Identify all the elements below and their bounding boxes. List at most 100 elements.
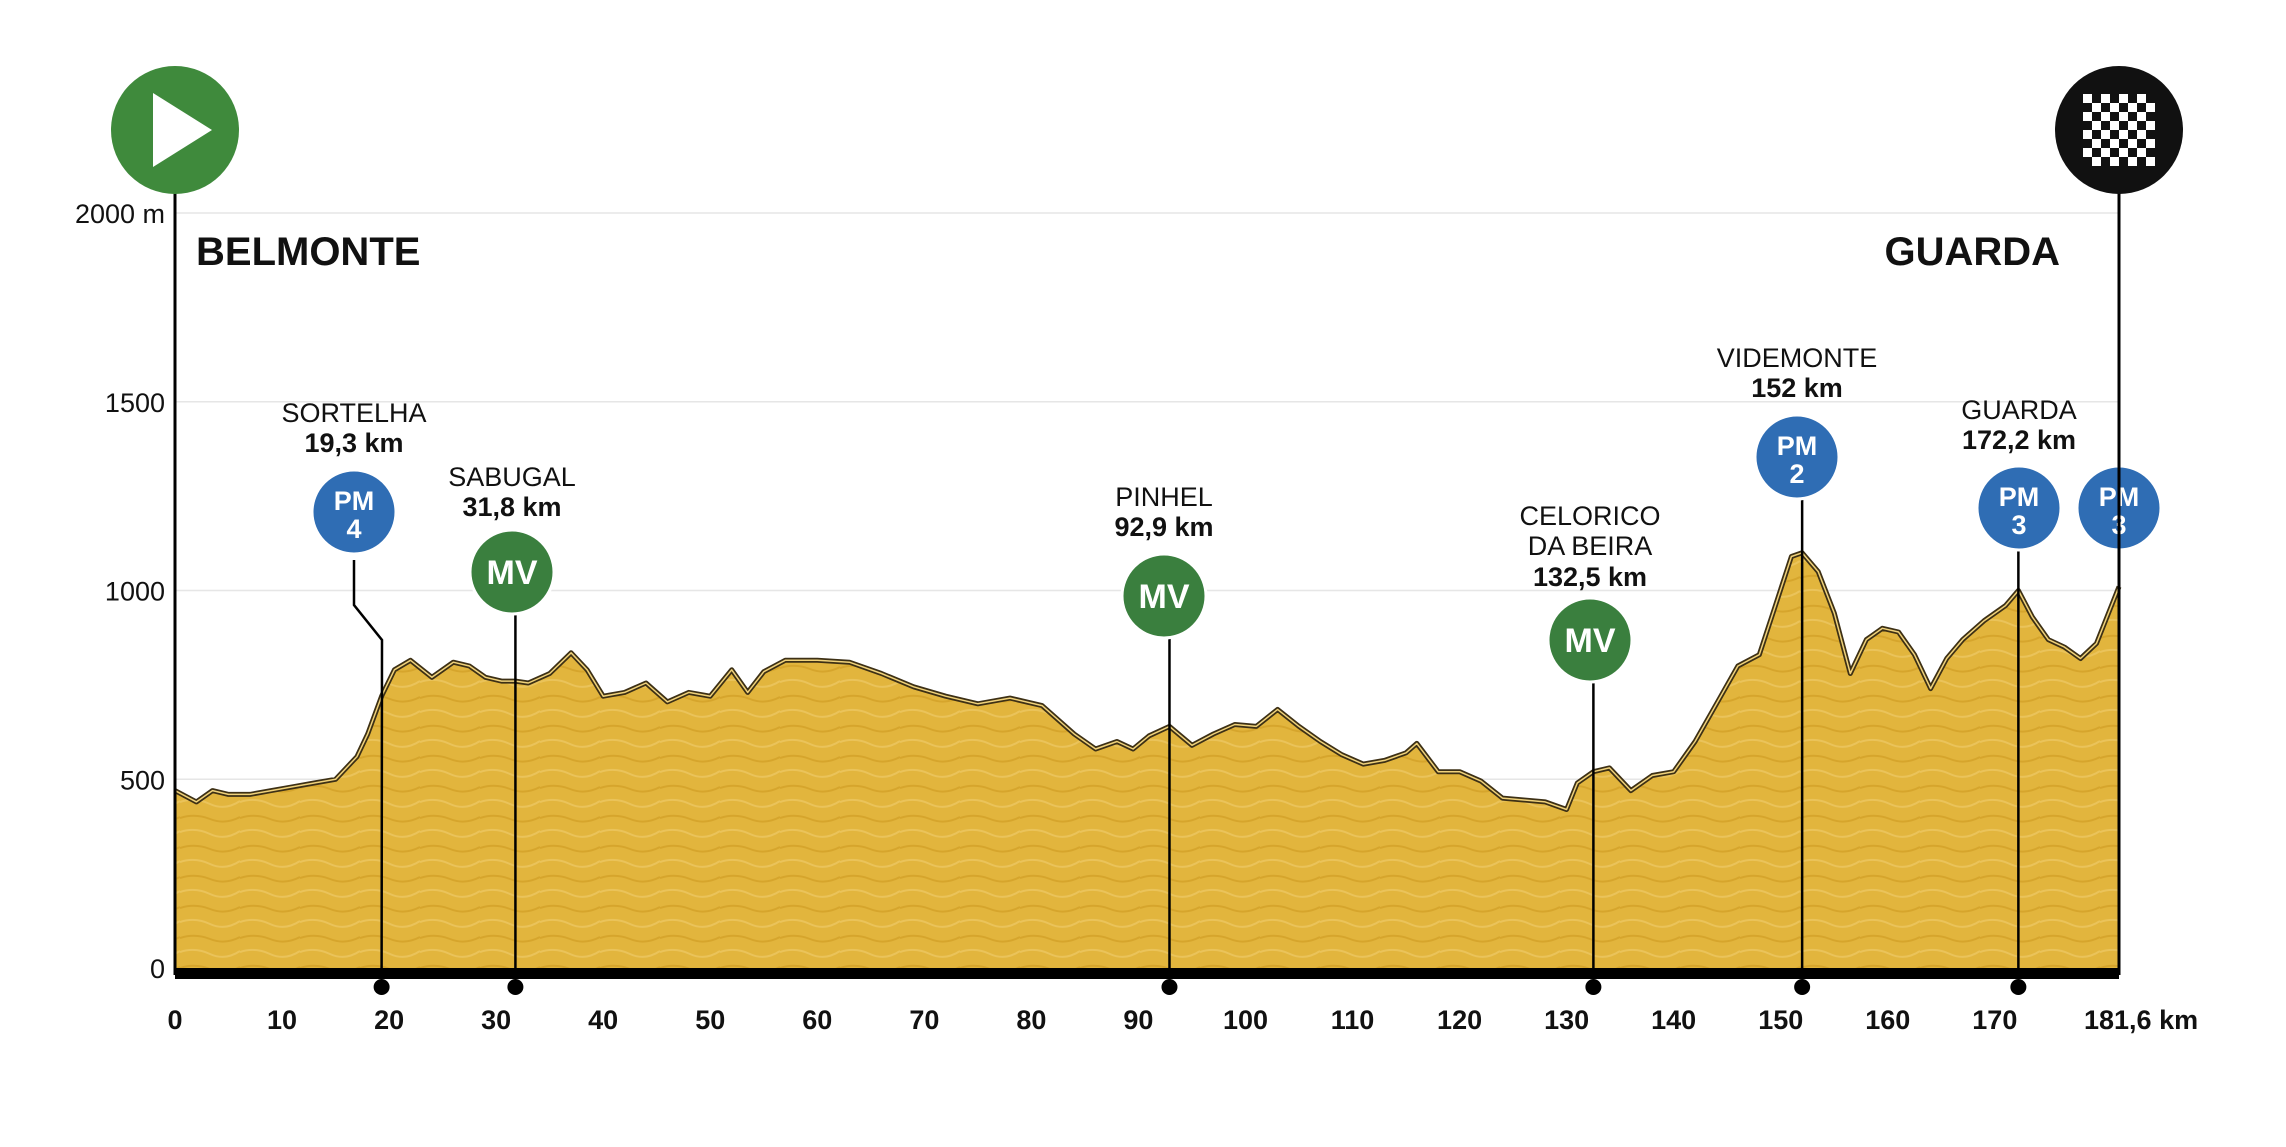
x-tick-label: 20 [374,1005,404,1035]
checker-square [2137,94,2146,103]
checker-square [2119,121,2128,130]
checker-square [2092,139,2101,148]
checker-square [2110,139,2119,148]
checkpoint-name: CELORICO [1519,501,1660,531]
x-tick-label: 80 [1016,1005,1046,1035]
checkpoint-axis-dot [1794,979,1811,995]
checker-square [2119,139,2128,148]
badge-category-label: 3 [2011,510,2026,540]
checker-square [2146,112,2155,121]
x-tick-label: 40 [588,1005,618,1035]
checker-square [2101,157,2110,166]
checker-square [2101,94,2110,103]
checkpoint-badge-mv [1546,596,1634,684]
y-axis-ticks: 0 500 1000 1500 2000 m [75,199,165,984]
x-tick-label: 100 [1223,1005,1268,1035]
checkpoint-axis-dot [507,979,524,995]
checkpoint-axis-dot [373,979,390,995]
checker-square [2128,157,2137,166]
checker-square [2092,148,2101,157]
x-tick-label: 140 [1651,1005,1696,1035]
checker-square [2128,139,2137,148]
checker-square [2110,94,2119,103]
finish-city-label: GUARDA [1884,230,2060,274]
checker-square [2092,103,2101,112]
x-axis-ticks: 0 10 20 30 40 50 60 70 80 90 100 110 120 130 140 150 160… [167,1005,2198,1035]
checkpoint-name: PINHEL [1115,482,1213,512]
elevation-area [173,550,2122,968]
checker-square [2083,121,2092,130]
checker-square [2101,103,2110,112]
checker-square [2119,157,2128,166]
badge-category-label: 2 [1789,459,1804,489]
checkpoint-km: 31,8 km [462,492,561,522]
checkpoint-badge-pm [1753,413,1841,501]
checker-square [2092,130,2101,139]
checkpoint-name: GUARDA [1961,395,2077,425]
finish-marker [2055,66,2183,975]
axes [175,968,2119,979]
elevation-fill [175,552,2119,968]
checker-square [2110,112,2119,121]
checker-square [2110,130,2119,139]
checker-square [2110,148,2119,157]
checkpoint-badge-pm [1975,464,2063,552]
checker-square [2083,94,2092,103]
checkpoint-badge-mv [1120,552,1208,640]
y-tick-label: 1000 [105,577,165,607]
y-tick-label: 1500 [105,388,165,418]
badge-type-label: MV [1139,578,1190,616]
checker-square [2092,121,2101,130]
badge-type-label: PM [1777,431,1818,461]
checkpoint-badge-mv [468,528,556,616]
checker-square [2101,112,2110,121]
x-tick-label: 30 [481,1005,511,1035]
checkpoint-axis-dot [1585,979,1602,995]
x-tick-label: 50 [695,1005,725,1035]
checker-square [2137,130,2146,139]
checker-square [2101,139,2110,148]
checker-square [2101,148,2110,157]
checkpoint-name: SORTELHA [281,398,426,428]
checker-square [2101,121,2110,130]
checker-square [2083,112,2092,121]
checkpoint-km: 92,9 km [1114,512,1213,542]
checkpoint-axis-dot [1161,979,1178,995]
checker-square [2137,103,2146,112]
checkpoint-name-line2: DA BEIRA [1528,531,1653,561]
badge-type-label: MV [487,554,538,592]
x-tick-label: 181,6 km [2084,1005,2198,1035]
x-tick-label: 160 [1865,1005,1910,1035]
checkpoint-badge-pm [310,468,398,556]
elevation-line-inner [174,552,2120,811]
checker-square [2128,103,2137,112]
checker-square [2146,148,2155,157]
x-axis-bar [175,968,2119,979]
checker-square [2146,103,2155,112]
checker-square [2101,130,2110,139]
checker-square [2119,94,2128,103]
checker-square [2083,139,2092,148]
x-tick-label: 70 [909,1005,939,1035]
x-tick-label: 170 [1972,1005,2017,1035]
checker-square [2092,94,2101,103]
checker-square [2128,121,2137,130]
x-tick-label: 0 [167,1005,182,1035]
checkpoint-km: 152 km [1751,373,1843,403]
checker-square [2137,121,2146,130]
x-tick-label: 60 [802,1005,832,1035]
checker-square [2128,130,2137,139]
x-tick-label: 150 [1758,1005,1803,1035]
checker-square [2119,103,2128,112]
checker-square [2128,112,2137,121]
checker-square [2137,148,2146,157]
checkered-flag-icon [2083,94,2155,166]
checker-square [2137,112,2146,121]
